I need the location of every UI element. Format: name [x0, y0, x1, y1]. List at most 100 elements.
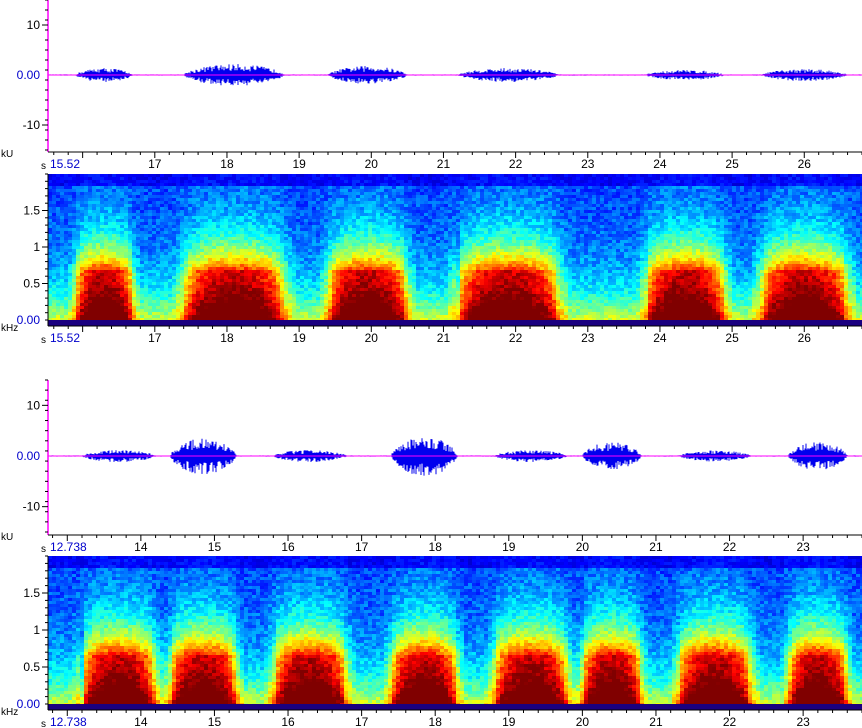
spectrogram-1-cell — [128, 267, 133, 271]
spectrogram-1-cell — [144, 225, 149, 229]
spectrogram-1-cell — [184, 258, 189, 262]
spectrogram-1-cell — [408, 222, 413, 226]
spectrogram-1-cell — [396, 297, 401, 301]
spectrogram-1-cell — [88, 294, 93, 298]
spectrogram-1-cell — [400, 228, 405, 232]
spectrogram-1-cell — [440, 177, 445, 181]
spectrogram-1-cell — [376, 192, 381, 196]
spectrogram-1-cell — [264, 228, 269, 232]
spectrogram-1-cell — [96, 228, 101, 232]
spectrogram-1-cell — [368, 237, 373, 241]
spectrogram-1-cell — [276, 294, 281, 298]
spectrogram-1-cell — [116, 231, 121, 235]
spectrogram-1-cell — [216, 222, 221, 226]
spectrogram-1-cell — [428, 177, 433, 181]
spectrogram-1-cell — [60, 210, 65, 214]
spectrogram-1-cell — [172, 222, 177, 226]
spectrogram-1-cell — [432, 246, 437, 250]
spectrogram-1-cell — [92, 216, 97, 220]
spectrogram-1-cell — [388, 204, 393, 208]
spectrogram-1-cell — [236, 186, 241, 190]
spectrogram-1-cell — [372, 288, 377, 292]
spectrogram-1-cell — [60, 297, 65, 301]
spectrogram-1-cell — [72, 174, 77, 178]
spectrogram-1-cell — [176, 273, 181, 277]
spectrogram-1-cell — [404, 252, 409, 256]
spectrogram-1-cell — [404, 189, 409, 193]
spectrogram-1-cell — [64, 192, 69, 196]
spectrogram-1-cell — [392, 237, 397, 241]
spectrogram-1-cell — [64, 270, 69, 274]
spectrogram-1-cell — [288, 273, 293, 277]
spectrogram-1-cell — [304, 174, 309, 178]
spectrogram-1-cell — [232, 228, 237, 232]
spectrogram-1-cell — [428, 186, 433, 190]
spectrogram-1-cell — [348, 309, 353, 313]
spectrogram-1-cell — [116, 246, 121, 250]
spectrogram-1-cell — [260, 225, 265, 229]
spectrogram-1-cell — [160, 213, 165, 217]
spectrogram-1-cell — [364, 216, 369, 220]
spectrogram-1-cell — [368, 195, 373, 199]
spectrogram-1-cell — [60, 300, 65, 304]
spectrogram-1-cell — [396, 300, 401, 304]
spectrogram-1-cell — [132, 300, 137, 304]
spectrogram-1-cell — [60, 207, 65, 211]
spectrogram-1-cell — [428, 261, 433, 265]
spectrogram-1-cell — [300, 261, 305, 265]
spectrogram-1-cell — [96, 249, 101, 253]
spectrogram-1-cell — [340, 288, 345, 292]
spectrogram-1-cell — [232, 198, 237, 202]
spectrogram-1-cell — [380, 189, 385, 193]
spectrogram-1-cell — [428, 201, 433, 205]
spectrogram-1-cell — [372, 216, 377, 220]
spectrogram-1-cell — [372, 198, 377, 202]
spectrogram-1-cell — [288, 192, 293, 196]
spectrogram-1-cell — [204, 297, 209, 301]
spectrogram-1-cell — [100, 210, 105, 214]
spectrogram-1-cell — [412, 228, 417, 232]
spectrogram-1-cell — [404, 219, 409, 223]
spectrogram-1-cell — [360, 225, 365, 229]
spectrogram-1-cell — [392, 282, 397, 286]
spectrogram-1-cell — [116, 186, 121, 190]
spectrogram-1-cell — [260, 237, 265, 241]
spectrogram-1-cell — [368, 228, 373, 232]
spectrogram-1-cell — [88, 231, 93, 235]
spectrogram-1-cell — [256, 306, 261, 310]
spectrogram-1-cell — [184, 210, 189, 214]
spectrogram-1-cell — [380, 264, 385, 268]
spectrogram-1-cell — [368, 282, 373, 286]
spectrogram-1-cell — [156, 270, 161, 274]
spectrogram-1-cell — [132, 270, 137, 274]
spectrogram-1-cell — [364, 192, 369, 196]
spectrogram-1-cell — [372, 222, 377, 226]
spectrogram-1-cell — [204, 204, 209, 208]
spectrogram-1-cell — [388, 258, 393, 262]
spectrogram-1-cell — [60, 285, 65, 289]
spectrogram-1-cell — [316, 297, 321, 301]
spectrogram-1-cell — [424, 282, 429, 286]
spectrogram-1-cell — [60, 261, 65, 265]
spectrogram-1-cell — [84, 306, 89, 310]
spectrogram-1-cell — [204, 237, 209, 241]
spectrogram-1-cell — [364, 201, 369, 205]
spectrogram-1-cell — [440, 180, 445, 184]
spectrogram-1-cell — [332, 228, 337, 232]
spectrogram-1-cell — [152, 222, 157, 226]
spectrogram-1-cell — [348, 312, 353, 316]
spectrogram-1-cell — [392, 318, 397, 322]
spectrogram-1-cell — [340, 207, 345, 211]
spectrogram-1-cell — [248, 309, 253, 313]
spectrogram-1-cell — [292, 303, 297, 307]
spectrogram-1-cell — [252, 180, 257, 184]
spectrogram-1-cell — [284, 195, 289, 199]
spectrogram-1-cell — [100, 243, 105, 247]
spectrogram-1-cell — [192, 195, 197, 199]
spectrogram-1-cell — [368, 204, 373, 208]
spectrogram-1-cell — [164, 279, 169, 283]
spectrogram-1-cell — [388, 183, 393, 187]
spectrogram-1-cell — [344, 183, 349, 187]
spectrogram-1-cell — [196, 282, 201, 286]
spectrogram-1-cell — [288, 246, 293, 250]
